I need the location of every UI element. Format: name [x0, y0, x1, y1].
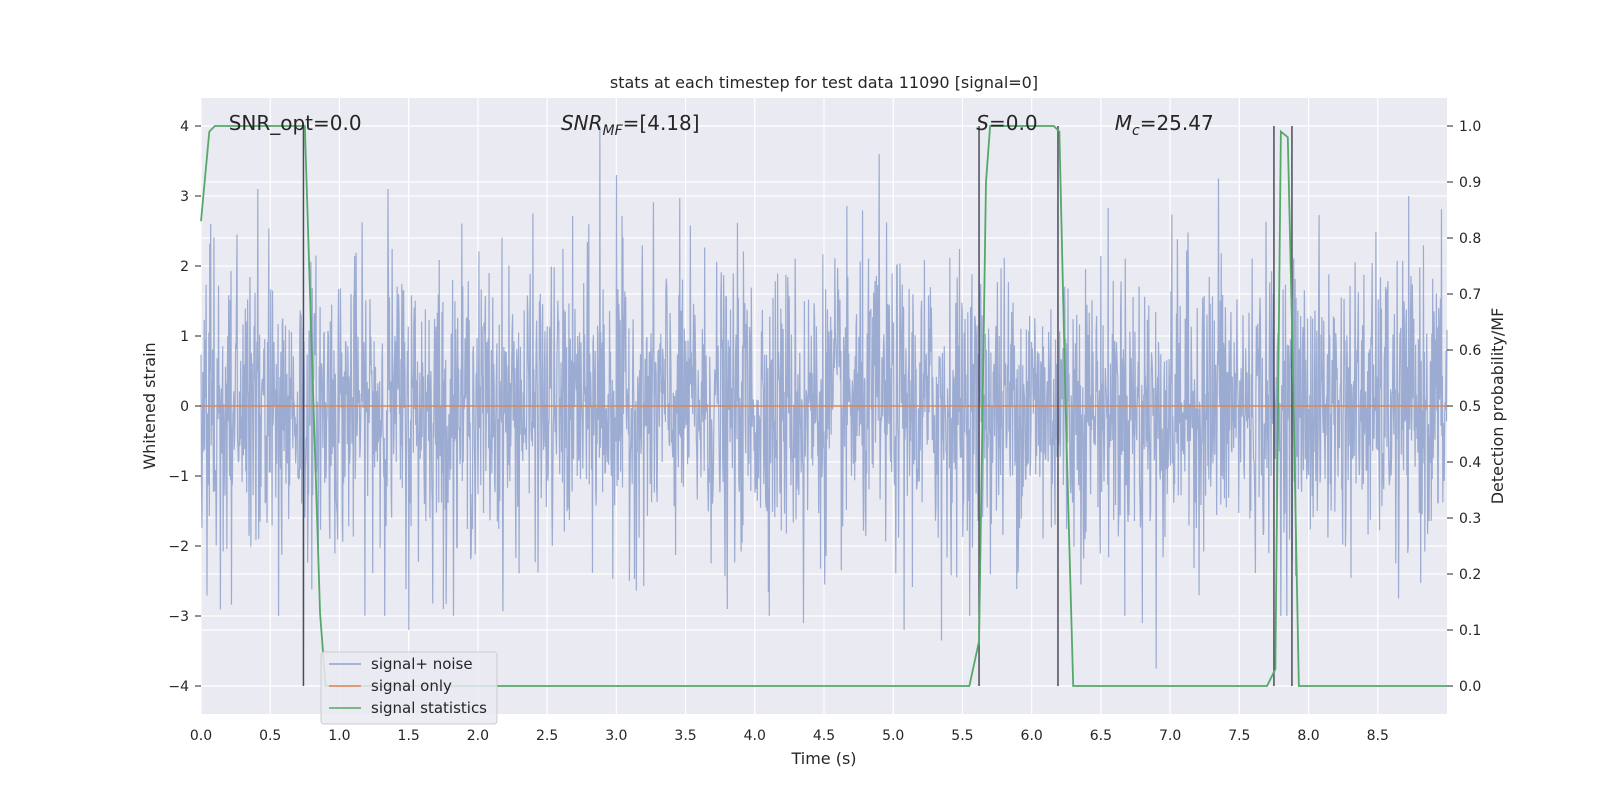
x-tick-label: 6.5 [1090, 728, 1112, 744]
y-left-tick-label: 1 [180, 329, 189, 345]
x-tick-label: 8.5 [1367, 728, 1389, 744]
y-left-tick-label: −1 [168, 469, 189, 485]
legend-box [320, 651, 498, 725]
x-tick-label: 0.0 [190, 728, 212, 744]
x-axis-ticks: 0.0 0.5 1.0 1.5 2.0 2.5 3.0 3.5 4.0 4.5 5.0 5.5 6.0 6… [190, 728, 1389, 744]
y-left-tick-label: 4 [180, 119, 189, 135]
x-tick-label: 2.0 [467, 728, 489, 744]
x-tick-label: 7.0 [1159, 728, 1181, 744]
x-tick-label: 4.5 [813, 728, 835, 744]
series-signal-plus-noise [200, 125, 1448, 669]
x-tick-label: 8.0 [1297, 728, 1319, 744]
legend-label-signal-statistics: signal statistics [371, 699, 487, 717]
legend: signal+ noise signal only signal statist… [320, 651, 498, 725]
y-axis-right-ticks: 0.0 0.1 0.2 0.3 0.4 0.5 0.6 0.7 0.8 0.9 1.0 [1447, 119, 1481, 695]
annotation-text: S=0.0 [976, 111, 1037, 135]
x-tick-label: 3.0 [605, 728, 627, 744]
y-right-tick-label: 0.5 [1459, 399, 1481, 415]
y-right-tick-label: 0.1 [1459, 623, 1481, 639]
y-left-tick-label: −4 [168, 679, 189, 695]
y-left-tick-label: 2 [180, 259, 189, 275]
y-right-tick-label: 1.0 [1459, 119, 1481, 135]
signal-plus-noise-line [200, 125, 1448, 669]
vertical-markers [302, 126, 1293, 686]
x-tick-label: 0.5 [259, 728, 281, 744]
annotations: SNR_opt=0.0 SNRMF=[4.18] S=0.0 Mc=25.47 [229, 111, 1214, 139]
y-left-tick-label: −2 [168, 539, 189, 555]
y-right-tick-label: 0.0 [1459, 679, 1481, 695]
x-tick-label: 5.0 [882, 728, 904, 744]
x-axis-label: Time (s) [790, 749, 856, 768]
y-axis-left-ticks: −4 −3 −2 −1 0 1 2 3 4 [168, 119, 201, 695]
y-left-tick-label: 0 [180, 399, 189, 415]
y-right-tick-label: 0.2 [1459, 567, 1481, 583]
y-left-tick-label: −3 [168, 609, 189, 625]
y-left-tick-label: 3 [180, 189, 189, 205]
signal-statistics-line [200, 125, 1447, 687]
legend-label-signal-only: signal only [371, 677, 452, 695]
y-right-tick-label: 0.6 [1459, 343, 1481, 359]
y-right-tick-label: 0.7 [1459, 287, 1481, 303]
x-tick-label: 7.5 [1228, 728, 1250, 744]
y-axis-left-label: Whitened strain [140, 342, 159, 469]
x-tick-label: 2.5 [536, 728, 558, 744]
annotation-text: Mc=25.47 [1115, 111, 1214, 139]
y-right-tick-label: 0.8 [1459, 231, 1481, 247]
series-signal-statistics [200, 125, 1447, 687]
legend-label-signal-plus-noise: signal+ noise [371, 655, 473, 673]
annotation-text: SNR_opt=0.0 [229, 111, 362, 135]
x-tick-label: 4.0 [744, 728, 766, 744]
y-right-tick-label: 0.3 [1459, 511, 1481, 527]
x-tick-label: 5.5 [951, 728, 973, 744]
x-tick-label: 1.5 [398, 728, 420, 744]
annotation-text: SNRMF=[4.18] [561, 111, 700, 139]
chart-title: stats at each timestep for test data 110… [610, 73, 1038, 92]
x-tick-label: 6.0 [1021, 728, 1043, 744]
y-axis-right-label: Detection probability/MF [1488, 308, 1507, 505]
x-tick-label: 1.0 [328, 728, 350, 744]
y-right-tick-label: 0.9 [1459, 175, 1481, 191]
y-right-tick-label: 0.4 [1459, 455, 1481, 471]
x-tick-label: 3.5 [674, 728, 696, 744]
